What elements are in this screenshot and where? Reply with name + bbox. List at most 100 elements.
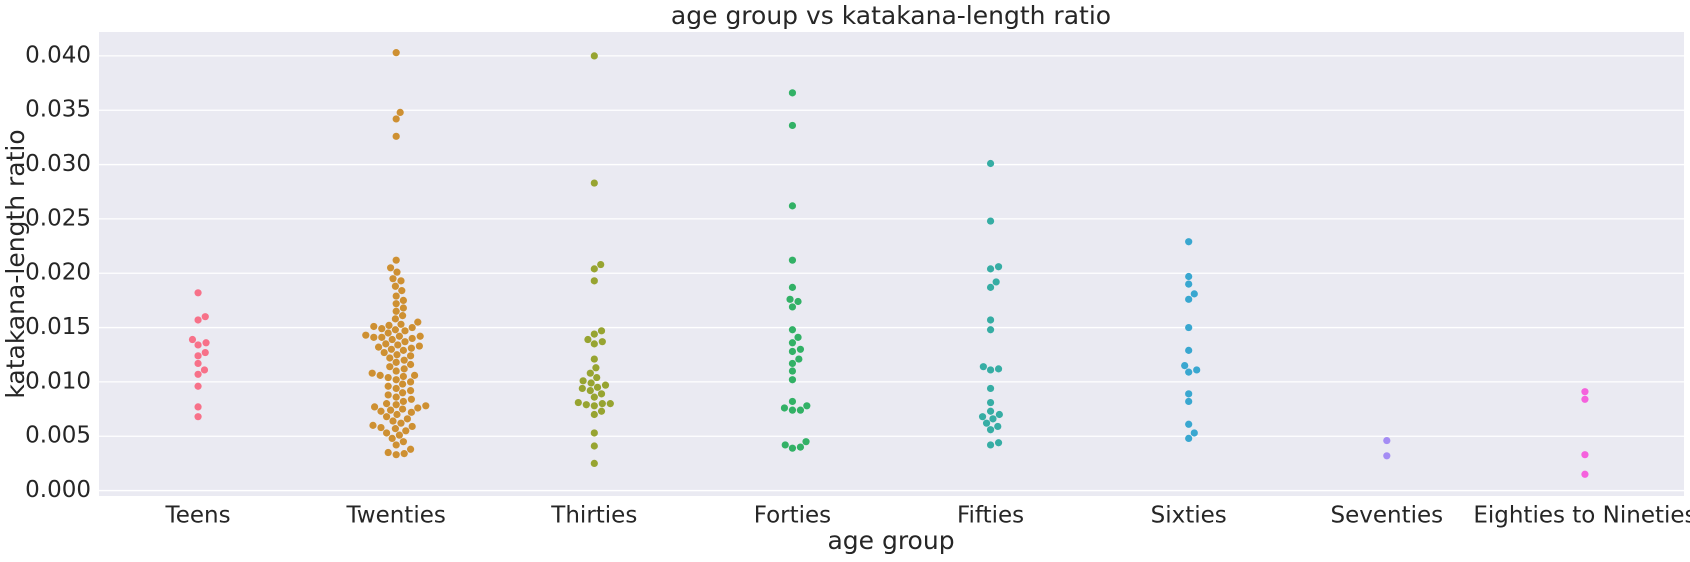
data-point — [979, 363, 987, 371]
data-point — [794, 333, 802, 341]
data-point — [398, 405, 407, 413]
data-point — [1185, 390, 1193, 398]
data-point — [1185, 238, 1193, 246]
data-point — [407, 344, 415, 352]
data-point — [392, 441, 400, 449]
x-tick-label: Thirties — [550, 503, 637, 529]
data-point — [989, 415, 997, 423]
data-point — [392, 292, 400, 300]
data-point — [593, 383, 602, 391]
data-point — [391, 326, 399, 334]
data-point — [995, 410, 1003, 419]
data-point — [796, 345, 805, 353]
data-point — [590, 340, 598, 348]
data-point — [978, 413, 987, 421]
data-point — [796, 443, 805, 451]
y-tick-label: 0.020 — [25, 260, 91, 286]
data-point — [1185, 368, 1193, 376]
data-point — [380, 348, 388, 357]
data-point — [389, 275, 397, 283]
y-axis-label: katakana-length ratio — [1, 129, 30, 398]
data-point — [781, 441, 789, 449]
data-point — [382, 340, 390, 348]
data-point — [786, 295, 794, 303]
data-point — [194, 359, 202, 368]
data-point — [788, 283, 797, 291]
data-point — [788, 376, 797, 384]
data-point — [1581, 395, 1589, 403]
data-point — [370, 322, 378, 331]
data-point — [994, 365, 1003, 373]
data-point — [407, 408, 415, 416]
data-point — [590, 179, 598, 187]
data-point — [194, 289, 202, 297]
data-point — [590, 429, 598, 437]
data-point — [392, 300, 400, 308]
data-point — [590, 442, 598, 450]
x-tick-label: Sixties — [1151, 503, 1227, 529]
data-point — [986, 326, 995, 334]
data-point — [1383, 436, 1391, 445]
data-point — [1185, 272, 1193, 281]
data-point — [402, 427, 410, 435]
data-point — [382, 400, 391, 408]
data-point — [392, 256, 400, 264]
data-point — [982, 419, 991, 427]
data-point — [408, 422, 416, 431]
data-point — [1185, 280, 1193, 288]
data-point — [598, 338, 606, 346]
data-point — [194, 341, 202, 349]
data-point — [788, 121, 797, 130]
data-point — [401, 327, 409, 335]
data-point — [590, 459, 598, 468]
data-point — [392, 376, 400, 384]
data-point — [376, 371, 384, 379]
x-tick-label: Forties — [754, 503, 831, 529]
data-point — [392, 132, 400, 140]
data-point — [788, 202, 797, 210]
data-point — [994, 263, 1003, 271]
data-point — [986, 265, 995, 273]
data-point — [377, 423, 385, 432]
chart-title: age group vs katakana-length ratio — [671, 1, 1111, 30]
data-point — [385, 321, 393, 329]
data-point — [802, 438, 810, 446]
data-point — [584, 335, 592, 344]
data-point — [399, 397, 407, 406]
data-point — [590, 355, 598, 363]
data-point — [399, 346, 407, 354]
data-point — [586, 369, 594, 377]
data-point — [377, 407, 385, 415]
data-point — [395, 431, 403, 439]
data-point — [780, 404, 789, 412]
data-point — [416, 332, 424, 340]
data-point — [397, 277, 405, 285]
data-point — [1185, 295, 1193, 303]
data-point — [391, 315, 399, 323]
data-point — [986, 159, 995, 168]
data-point — [194, 370, 202, 378]
data-point — [362, 331, 370, 339]
y-tick-label: 0.010 — [25, 368, 91, 394]
plot-area — [99, 32, 1684, 496]
data-point — [388, 335, 396, 344]
data-point — [788, 347, 797, 356]
data-point — [200, 366, 209, 374]
data-point — [788, 256, 797, 264]
data-point — [788, 339, 797, 347]
x-tick-label: Fifties — [957, 503, 1024, 529]
y-tick-label: 0.005 — [25, 423, 91, 449]
data-point — [788, 444, 797, 452]
data-point — [374, 343, 383, 351]
y-tick-label: 0.035 — [25, 97, 91, 123]
data-point — [386, 363, 394, 371]
data-point — [397, 419, 405, 427]
data-point — [406, 445, 415, 453]
data-point — [587, 379, 595, 387]
data-point — [410, 371, 419, 379]
data-point — [194, 352, 202, 360]
data-point — [393, 351, 401, 359]
x-tick-label: Eighties to Nineties — [1473, 503, 1690, 529]
data-point — [406, 352, 415, 360]
